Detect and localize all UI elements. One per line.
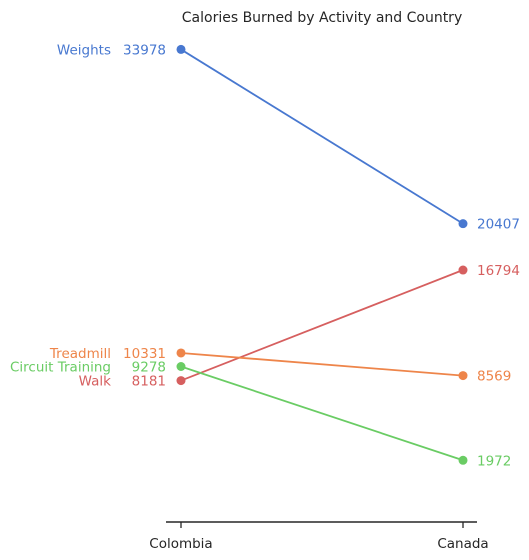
series-line-weights [180, 48, 464, 225]
point-treadmill-colombia [176, 348, 186, 358]
point-weights-canada [458, 219, 468, 229]
value-labels: 33978 Weights 20407 8181 Walk 16794 10331 Tread… [10, 42, 520, 469]
series-name-weights: Weights [57, 42, 111, 58]
point-weights-colombia [176, 44, 186, 54]
point-walk-colombia [176, 376, 186, 386]
x-tick-label-colombia: Colombia [149, 536, 212, 552]
series-name-treadmill: Treadmill [49, 346, 111, 362]
value-label-circuit-training-left: 9278 [132, 359, 166, 375]
value-label-treadmill-right: 8569 [477, 369, 511, 385]
series-lines [180, 48, 464, 462]
point-circuit-training-colombia [176, 361, 186, 371]
value-label-walk-right: 16794 [477, 263, 520, 279]
series-line-treadmill [180, 352, 464, 377]
value-label-walk-left: 8181 [132, 374, 166, 390]
value-label-weights-right: 20407 [477, 217, 520, 233]
x-tick-label-canada: Canada [437, 536, 488, 552]
value-label-circuit-training-right: 1972 [477, 453, 511, 469]
value-label-treadmill-left: 10331 [123, 346, 166, 362]
point-walk-canada [458, 265, 468, 275]
series-line-circuit-training [180, 365, 464, 462]
series-name-circuit-training: Circuit Training [10, 359, 111, 375]
value-label-weights-left: 33978 [123, 42, 166, 58]
point-treadmill-canada [458, 371, 468, 381]
point-circuit-training-canada [458, 455, 468, 465]
series-points [176, 44, 468, 465]
x-axis-ticks: Colombia Canada [149, 522, 489, 552]
series-line-walk [180, 269, 464, 382]
chart-title: Calories Burned by Activity and Country [182, 10, 462, 26]
series-name-walk: Walk [79, 374, 112, 390]
